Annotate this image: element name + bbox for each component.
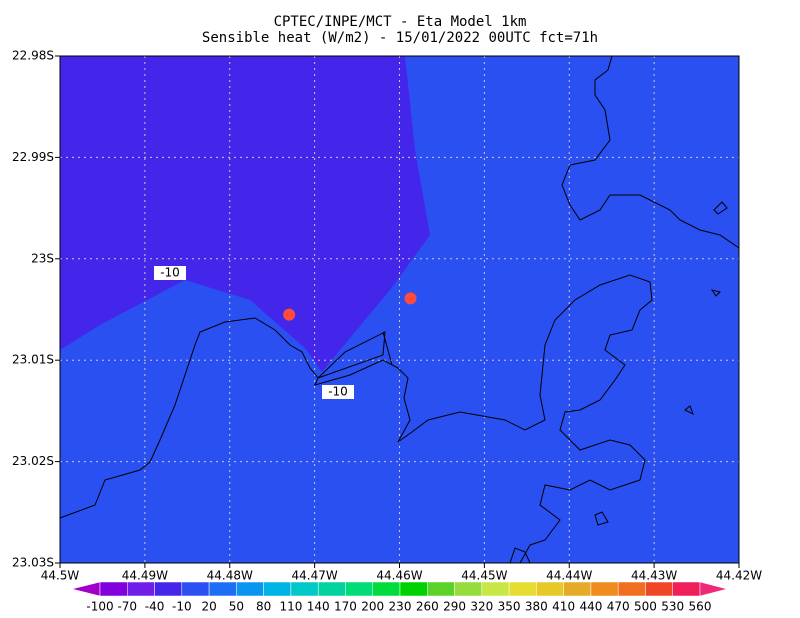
colorbar-box	[536, 581, 564, 597]
y-tick-label: 23.01S	[12, 353, 54, 367]
coastline	[509, 201, 728, 564]
colorbar-box	[508, 581, 537, 597]
y-tick-label: 22.99S	[12, 150, 54, 164]
x-tick-label: 44.44W	[546, 569, 592, 583]
colorbar-label: 200	[361, 600, 384, 614]
colorbar-box	[590, 581, 619, 597]
chart-subtitle: Sensible heat (W/m2) - 15/01/2022 00UTC …	[202, 30, 598, 46]
x-tick-label: 44.48W	[207, 569, 253, 583]
colorbar-label: -40	[145, 600, 165, 614]
colorbar-label: 110	[279, 600, 302, 614]
colorbar-label: 500	[634, 600, 657, 614]
colorbar-label: 20	[201, 600, 216, 614]
x-tick-label: 44.45W	[461, 569, 507, 583]
colorbar-label: 350	[498, 600, 521, 614]
colorbar-box	[99, 581, 128, 597]
colorbar-box	[427, 581, 455, 597]
colorbar-label: 320	[470, 600, 493, 614]
colorbar-box	[645, 581, 673, 597]
contour-label-box	[322, 385, 354, 399]
contour-region	[60, 56, 430, 372]
colorbar-label: 260	[416, 600, 439, 614]
colorbar-label: 470	[607, 600, 630, 614]
chart-title: CPTEC/INPE/MCT - Eta Model 1km	[274, 14, 527, 30]
contour-label-box	[154, 266, 186, 280]
x-tick-label: 44.42W	[716, 569, 762, 583]
x-tick-label: 44.43W	[631, 569, 677, 583]
colorbar-label: 80	[256, 600, 271, 614]
colorbar-label: 380	[525, 600, 548, 614]
colorbar-box	[454, 581, 483, 597]
coastline	[59, 274, 653, 564]
y-tick-label: 22.98S	[12, 49, 54, 63]
colorbar-label: 560	[689, 600, 712, 614]
colorbar-label: 440	[579, 600, 602, 614]
x-tick-label: 44.46W	[376, 569, 422, 583]
x-tick-label: 44.47W	[292, 569, 338, 583]
colorbar-box	[263, 581, 292, 597]
colorbar-label: -70	[117, 600, 137, 614]
colorbar-box	[345, 581, 373, 597]
colorbar-box	[290, 581, 319, 597]
colorbar-box	[672, 581, 701, 597]
colorbar-label: -10	[172, 600, 192, 614]
colorbar-label: 140	[307, 600, 330, 614]
contour-label: -10	[328, 385, 348, 399]
coastline	[317, 331, 393, 379]
station-point	[404, 292, 417, 305]
y-tick-label: 23.02S	[12, 454, 54, 468]
colorbar-end	[71, 581, 101, 597]
colorbar-box	[236, 581, 264, 597]
colorbar-label: 230	[389, 600, 412, 614]
colorbar-label: 530	[661, 600, 684, 614]
contour-label: -10	[160, 266, 180, 280]
colorbar-label: 50	[229, 600, 244, 614]
colorbar-box	[481, 581, 510, 597]
station-point	[283, 308, 296, 321]
y-tick-label: 23.03S	[12, 556, 54, 570]
coastlines	[59, 55, 740, 564]
colorbar-box	[563, 581, 592, 597]
colorbar-box	[617, 581, 646, 597]
colorbar-box	[127, 581, 155, 597]
colorbar-label: 170	[334, 600, 357, 614]
coastline	[561, 55, 740, 249]
colorbar-label: 290	[443, 600, 466, 614]
colorbar-box	[154, 581, 183, 597]
x-tick-label: 44.49W	[122, 569, 168, 583]
colorbar-label: -100	[86, 600, 113, 614]
colorbar-box	[399, 581, 428, 597]
x-tick-label: 44.5W	[41, 569, 80, 583]
colorbar-box	[372, 581, 401, 597]
colorbar-box	[181, 581, 210, 597]
colorbar-box	[208, 581, 237, 597]
colorbar-box	[317, 581, 346, 597]
colorbar-label: 410	[552, 600, 575, 614]
y-tick-label: 23S	[31, 251, 54, 265]
colorbar-end	[699, 581, 728, 597]
